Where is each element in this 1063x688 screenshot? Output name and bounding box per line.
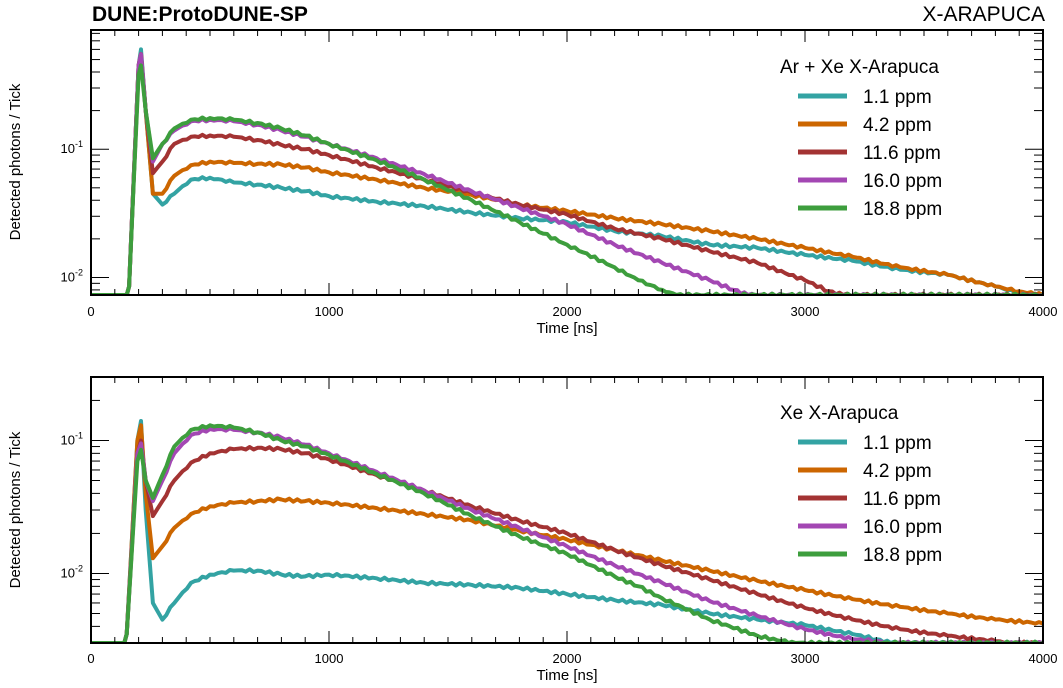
series-line — [91, 52, 1043, 295]
legend-entry: 1.1 ppm — [863, 87, 932, 108]
x-tick-label: 3000 — [791, 304, 820, 319]
y-tick-label: 10-1 — [61, 139, 83, 156]
series-group — [91, 419, 1043, 643]
experiment-label: DUNE:ProtoDUNE-SP — [92, 3, 308, 26]
x-tick-label: 1000 — [315, 651, 344, 666]
x-tick-label: 4000 — [1029, 651, 1058, 666]
plot-frame — [90, 376, 1044, 644]
y-tick-label: 10-1 — [61, 430, 83, 447]
panel-2: 0 1000 2000 3000 4000 Time [ns] 10-1 10-2 Detect… — [7, 376, 1058, 684]
x-axis-label: Time [ns] — [536, 667, 597, 684]
x-tick-label: 0 — [87, 304, 94, 319]
legend-entry: 4.2 ppm — [863, 115, 932, 136]
series-line — [91, 423, 1043, 643]
x-tick-label: 1000 — [315, 304, 344, 319]
legend-entry: 18.8 ppm — [863, 199, 942, 220]
legend-entry: 4.2 ppm — [863, 461, 932, 482]
x-axis-label: Time [ns] — [536, 320, 597, 337]
series-line — [91, 63, 1043, 295]
x-tick-label: 4000 — [1029, 304, 1058, 319]
y-tick-label: 10-2 — [61, 563, 83, 580]
x-tick-label: 3000 — [791, 651, 820, 666]
x-tick-label: 0 — [87, 651, 94, 666]
legend-title: Xe X-Arapuca — [780, 403, 899, 424]
legend-entry: 16.0 ppm — [863, 171, 942, 192]
series-line — [91, 423, 1043, 643]
legend-entry: 18.8 ppm — [863, 545, 942, 566]
y-tick-label: 10-2 — [61, 267, 83, 284]
detector-label: X-ARAPUCA — [922, 3, 1045, 26]
legend-entry: 11.6 ppm — [863, 489, 941, 510]
legend: Ar + Xe X-Arapuca 1.1 ppm 4.2 ppm 11.6 ppm 1… — [780, 57, 942, 220]
legend-entry: 16.0 ppm — [863, 517, 942, 538]
y-axis-label: Detected photons / Tick — [7, 83, 24, 240]
legend-entry: 11.6 ppm — [863, 143, 941, 164]
x-tick-label: 2000 — [553, 651, 582, 666]
series-line — [91, 438, 1043, 643]
panel-1: 0 1000 2000 3000 4000 Time [ns] 10-1 10-2 Detect… — [7, 29, 1058, 337]
y-axis-label: Detected photons / Tick — [7, 431, 24, 588]
legend-title: Ar + Xe X-Arapuca — [780, 57, 939, 78]
legend-entry: 1.1 ppm — [863, 433, 932, 454]
x-tick-label: 2000 — [553, 304, 582, 319]
legend: Xe X-Arapuca 1.1 ppm 4.2 ppm 11.6 ppm 16.0 p… — [780, 403, 942, 566]
